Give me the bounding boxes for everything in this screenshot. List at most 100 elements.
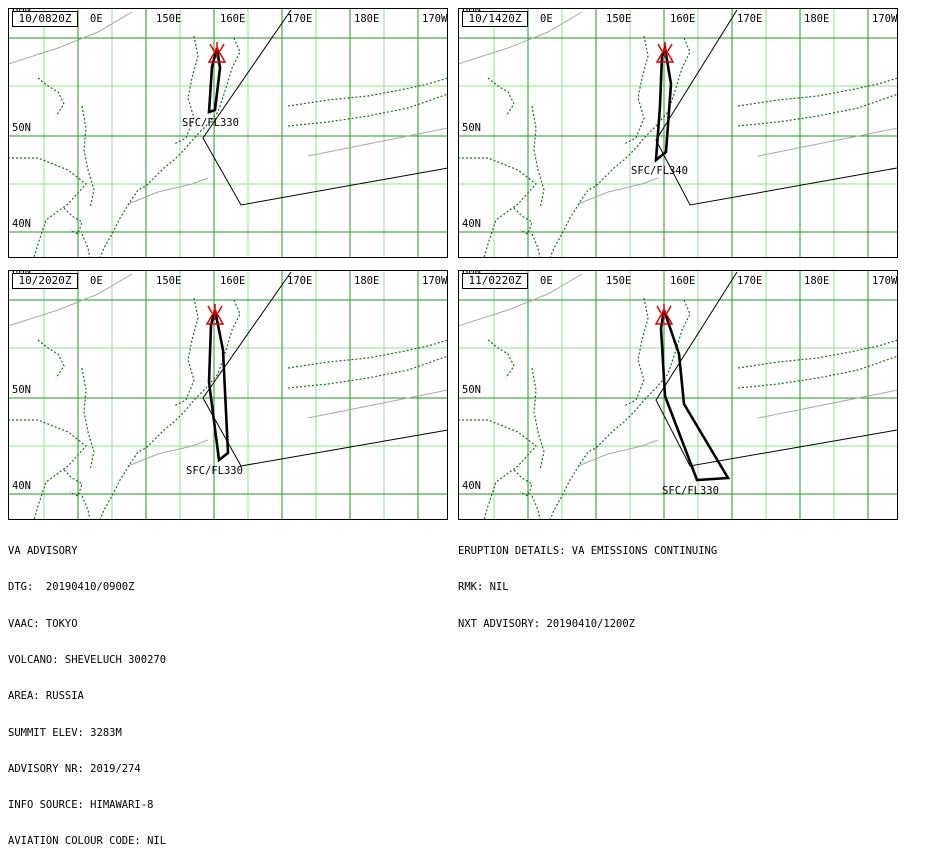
longitude-label: 180E [804,275,829,287]
advisory-line: ADVISORY NR: 2019/274 [8,762,141,775]
map-panel-1: SFC/FL3300E150E160E170E180E170W60N50N40N… [8,8,448,258]
ash-plume-polygon [659,309,731,482]
latitude-label: 40N [12,218,31,230]
coastline [287,355,448,389]
coastline [81,495,91,520]
plume-altitude-label: SFC/FL330 [186,465,243,477]
coastline [737,339,898,369]
coastline [623,35,649,145]
coastline [37,77,65,117]
advisory-info-right: ERUPTION DETAILS: VA EMISSIONS CONTINUIN… [458,521,717,642]
coastline [513,469,533,497]
longitude-label: 180E [354,275,379,287]
coastline [737,77,898,107]
map-svg: SFC/FL3300E150E160E170E180E170W60N50N40N [458,270,898,520]
fir-boundary-line [757,389,898,419]
valid-time-label: 10/0820Z [12,11,78,27]
advisory-line: SUMMIT ELEV: 3283M [8,726,122,739]
coastline [531,495,541,520]
advisory-line: AVIATION COLOUR CODE: NIL [8,835,167,848]
longitude-label: 180E [804,13,829,25]
coastline [173,35,199,145]
coastline [81,233,91,258]
coastline [487,77,515,117]
longitude-label: 0E [90,275,103,287]
volcano-symbol-icon [654,304,674,325]
longitude-label: 160E [670,13,695,25]
valid-time-label: 10/2020Z [12,273,78,289]
latitude-label: 40N [462,218,481,230]
map-svg: SFC/FL3300E150E160E170E180E170W60N50N40N [8,8,448,258]
longitude-label: 170W [422,13,448,25]
latitude-label: 40N [462,480,481,492]
latitude-label: 50N [462,384,481,396]
fir-boundary-line [757,127,898,157]
latitude-label: 50N [12,384,31,396]
coastline [287,339,448,369]
plume-altitude-label: SFC/FL340 [631,165,688,177]
longitude-label: 150E [156,275,181,287]
latitude-label: 50N [462,122,481,134]
valid-time-label: 10/1420Z [462,11,528,27]
advisory-area-boundary [202,9,448,206]
coastline [287,77,448,107]
latitude-label: 40N [12,480,31,492]
longitude-label: 0E [540,275,553,287]
fir-boundary-line [307,389,448,419]
coastline [458,157,537,258]
map-frame [8,8,448,258]
advisory-line: INFO SOURCE: HIMAWARI-8 [8,799,154,812]
longitude-label: 150E [606,13,631,25]
coastline [63,207,83,235]
map-panel-4: SFC/FL3300E150E160E170E180E170W60N50N40N… [458,270,898,520]
longitude-label: 150E [156,13,181,25]
valid-time-label: 11/0220Z [462,273,528,289]
longitude-label: 170W [872,275,898,287]
advisory-area-boundary [655,271,898,467]
coastline [531,105,545,209]
longitude-label: 170E [737,13,762,25]
coastline [173,297,199,407]
coastline [487,339,515,379]
map-frame [458,270,898,520]
ash-plume-polygon [207,309,230,463]
longitude-label: 160E [220,275,245,287]
advisory-area-boundary [655,9,898,206]
ash-plume-polygon [207,47,222,114]
fir-boundary-line [577,439,659,467]
fir-boundary-line [307,127,448,157]
longitude-label: 160E [220,13,245,25]
longitude-label: 170W [422,275,448,287]
coastline [8,419,87,520]
longitude-label: 150E [606,275,631,287]
ash-plume-polygon [654,43,673,163]
coastline [531,233,541,258]
coastline [81,367,95,471]
fir-boundary-line [127,177,209,205]
map-svg: SFC/FL3400E150E160E170E180E170W60N50N40N [458,8,898,258]
coastline [531,367,545,471]
plume-altitude-label: SFC/FL330 [182,117,239,129]
volcano-symbol-icon [207,42,227,63]
longitude-label: 0E [90,13,103,25]
coastline [81,105,95,209]
fir-boundary-line [8,11,133,65]
longitude-label: 180E [354,13,379,25]
fir-boundary-line [127,439,209,467]
fir-boundary-line [458,273,583,327]
coastline [8,157,87,258]
coastline [623,297,649,407]
longitude-label: 170E [287,275,312,287]
coastline [737,93,898,127]
advisory-info-left: VA ADVISORY DTG: 20190410/0900Z VAAC: TO… [8,521,166,860]
advisory-line: NXT ADVISORY: 20190410/1200Z [458,617,636,630]
advisory-line: AREA: RUSSIA [8,690,84,703]
volcano-symbol-icon [205,304,225,325]
advisory-line: RMK: NIL [458,581,509,594]
fir-boundary-line [458,11,583,65]
advisory-line: DTG: 20190410/0900Z [8,581,135,594]
fir-boundary-line [577,177,659,205]
advisory-line: VAAC: TOKYO [8,617,78,630]
plume-altitude-label: SFC/FL330 [662,485,719,497]
coastline [513,207,533,235]
